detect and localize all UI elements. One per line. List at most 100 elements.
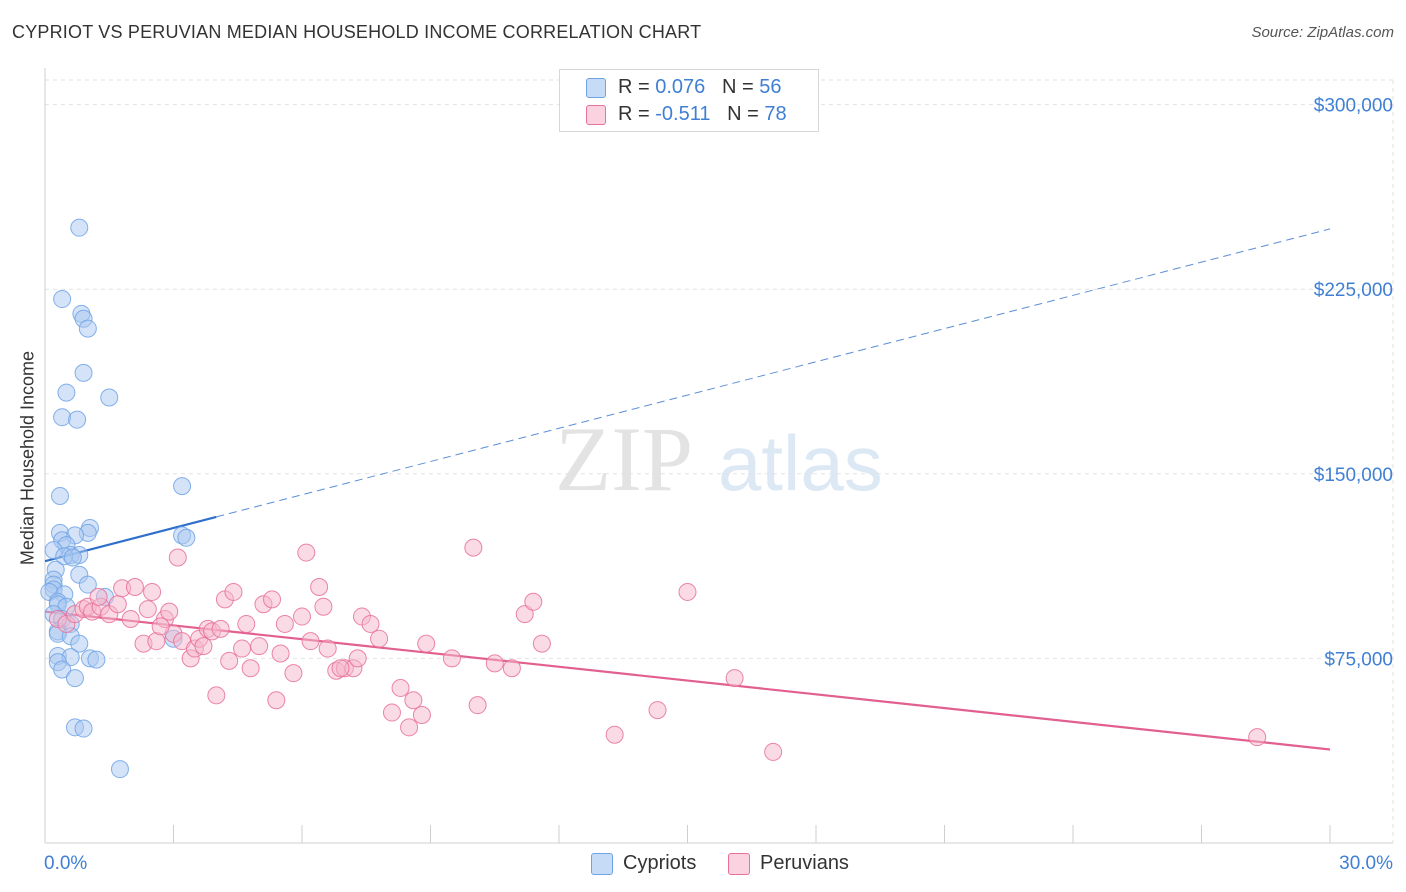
source-label: Source: ZipAtlas.com	[1251, 24, 1394, 41]
cypriot-point	[53, 290, 72, 309]
legend-r-value: -0.511	[655, 103, 711, 125]
peruvian-point	[502, 659, 521, 678]
cypriot-point	[65, 669, 84, 688]
peruvian-point	[263, 590, 282, 609]
legend-n-label: N =	[721, 76, 760, 98]
peruvian-point	[237, 614, 256, 633]
peruvian-point	[250, 637, 269, 656]
legend-swatch-cypriots	[586, 78, 606, 98]
peruvian-point	[220, 651, 239, 670]
peruvian-point	[468, 696, 487, 715]
peruvian-point	[318, 639, 337, 658]
x-tick-label: 30.0%	[1339, 853, 1393, 874]
stats-legend: R = 0.076 N = 56 R = -0.511 N = 78	[559, 69, 819, 132]
peruvian-point	[207, 686, 226, 705]
peruvian-point	[605, 725, 624, 744]
peruvian-point	[412, 706, 431, 725]
peruvian-point	[515, 605, 534, 624]
cypriot-point	[100, 388, 119, 407]
cypriot-point	[74, 363, 93, 382]
y-tick-label: $300,000	[1314, 96, 1393, 117]
bottom-legend-swatch-peruvians	[728, 853, 750, 875]
peruvian-point	[271, 644, 290, 663]
tick-labels: $75,000 $150,000 $225,000 $300,000 0.0% 30.0%	[44, 96, 1393, 874]
peruvian-point	[121, 610, 140, 629]
peruvian-trend	[44, 610, 1331, 751]
peruvian-point	[138, 600, 157, 619]
cypriot-point	[78, 575, 97, 594]
legend-n-label: N =	[727, 103, 765, 125]
peruvian-point	[648, 701, 667, 720]
cypriot-point	[53, 408, 72, 427]
peruvian-point	[348, 649, 367, 668]
peruvian-point	[678, 582, 697, 601]
bottom-legend-label-peruvians: Peruvians	[760, 852, 849, 874]
cypriot-point	[78, 319, 97, 338]
y-tick-label: $75,000	[1324, 649, 1393, 670]
legend-n-value: 56	[759, 76, 782, 98]
cypriot-point	[53, 660, 72, 679]
peruvian-point	[1248, 728, 1267, 747]
y-tick-label: $150,000	[1314, 465, 1393, 486]
bottom-legend-swatch-cypriots	[591, 853, 613, 875]
peruvian-point	[297, 543, 316, 562]
peruvian-point	[168, 548, 187, 567]
cypriot-point	[63, 548, 82, 567]
peruvian-point	[151, 617, 170, 636]
legend-r-value: 0.076	[655, 76, 706, 98]
y-tick-label: $225,000	[1314, 280, 1393, 301]
peruvian-point	[524, 592, 543, 611]
cypriot-point	[57, 383, 76, 402]
cypriot-point	[110, 760, 129, 779]
cypriot-point	[70, 634, 89, 653]
peruvian-point	[361, 614, 380, 633]
peruvian-point	[464, 538, 483, 557]
peruvian-point	[417, 634, 436, 653]
x-tick-label: 0.0%	[44, 853, 87, 874]
peruvian-point	[532, 634, 551, 653]
cypriot-point	[74, 719, 93, 738]
cypriot-trend-dashed	[216, 228, 1331, 518]
peruvian-point	[331, 659, 350, 678]
peruvian-point	[404, 691, 423, 710]
cypriot-point	[87, 650, 106, 669]
watermark-zip: ZIP	[555, 408, 693, 510]
peruvian-point	[224, 582, 243, 601]
peruvian-point	[310, 578, 329, 597]
bottom-legend-label-cypriots: Cypriots	[623, 852, 697, 874]
axes	[44, 68, 1393, 844]
peruvian-point	[293, 607, 311, 626]
watermark: ZIP atlas	[555, 408, 883, 510]
cypriot-point	[68, 410, 87, 429]
peruvian-point	[400, 718, 419, 737]
peruvian-point	[725, 669, 744, 688]
cypriot-point	[177, 528, 196, 547]
legend-swatch-peruvians	[586, 105, 606, 125]
gridlines	[45, 79, 1394, 843]
peruvian-point	[143, 582, 162, 601]
cypriot-point	[70, 218, 89, 237]
peruvian-point	[194, 637, 213, 656]
peruvian-point	[442, 649, 461, 668]
peruvian-point	[764, 742, 783, 761]
cypriot-point	[50, 486, 69, 505]
peruvian-point	[485, 654, 504, 673]
cypriot-point	[173, 477, 192, 496]
peruvian-point	[314, 597, 333, 616]
data-points	[40, 218, 1267, 779]
legend-r-label: R =	[618, 103, 656, 125]
peruvian-point	[160, 602, 179, 621]
peruvian-point	[284, 664, 303, 683]
peruvian-point	[275, 614, 294, 633]
y-axis-label: Median Household Income	[17, 350, 38, 566]
legend-n-value: 78	[764, 103, 787, 125]
peruvian-point	[382, 703, 401, 722]
peruvian-point	[211, 619, 230, 638]
peruvian-point	[108, 595, 127, 614]
peruvian-point	[241, 659, 260, 678]
peruvian-point	[233, 639, 252, 658]
peruvian-point	[125, 578, 144, 597]
peruvian-point	[89, 587, 108, 606]
chart-title: CYPRIOT VS PERUVIAN MEDIAN HOUSEHOLD INC…	[12, 22, 702, 42]
